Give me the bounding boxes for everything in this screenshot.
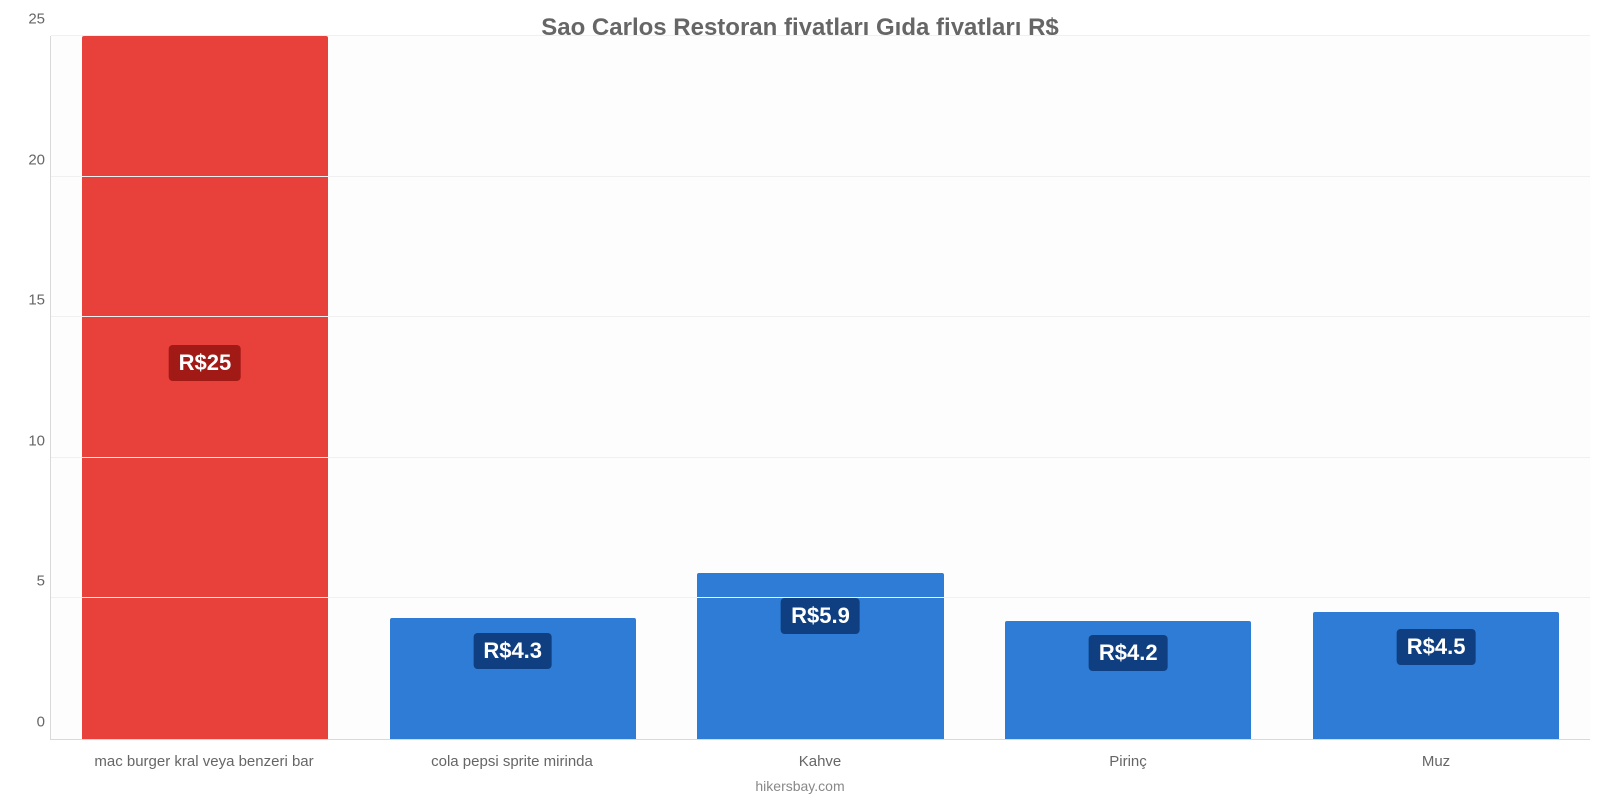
- bar: R$4.3: [390, 618, 636, 739]
- y-tick-label: 0: [11, 714, 45, 731]
- bar: R$4.5: [1313, 612, 1559, 739]
- bar-slot: R$4.2: [974, 36, 1282, 739]
- bar-slot: R$4.5: [1282, 36, 1590, 739]
- bar-slot: R$4.3: [359, 36, 667, 739]
- x-tick-label: Muz: [1282, 753, 1590, 770]
- x-tick-label: Pirinç: [974, 753, 1282, 770]
- grid-line: [51, 597, 1590, 598]
- grid-line: [51, 176, 1590, 177]
- x-axis-labels: mac burger kral veya benzeri barcola pep…: [50, 753, 1590, 770]
- y-tick-label: 10: [11, 432, 45, 449]
- x-tick-label: cola pepsi sprite mirinda: [358, 753, 666, 770]
- bar-slot: R$5.9: [667, 36, 975, 739]
- y-tick-label: 20: [11, 151, 45, 168]
- bar-value-label: R$4.5: [1397, 629, 1476, 665]
- bars-container: R$25 R$4.3 R$5.9 R$4.2 R$4.5: [51, 36, 1590, 739]
- bar-value-label: R$4.2: [1089, 635, 1168, 671]
- chart-footer: hikersbay.com: [0, 778, 1600, 794]
- grid-line: [51, 35, 1590, 36]
- y-tick-label: 25: [11, 11, 45, 28]
- bar-chart: Sao Carlos Restoran fiyatları Gıda fiyat…: [0, 0, 1600, 800]
- plot-area: R$25R$4.3R$5.9R$4.2R$4.5 0510152025: [50, 36, 1590, 740]
- bar-value-label: R$4.3: [473, 633, 552, 669]
- bar-value-label: R$5.9: [781, 598, 860, 634]
- y-tick-label: 15: [11, 292, 45, 309]
- grid-line: [51, 316, 1590, 317]
- bar: R$25: [82, 36, 328, 739]
- grid-line: [51, 457, 1590, 458]
- x-tick-label: Kahve: [666, 753, 974, 770]
- x-tick-label: mac burger kral veya benzeri bar: [50, 753, 358, 770]
- y-tick-label: 5: [11, 573, 45, 590]
- bar-value-label: R$25: [169, 345, 242, 381]
- bar: R$4.2: [1005, 621, 1251, 739]
- bar-slot: R$25: [51, 36, 359, 739]
